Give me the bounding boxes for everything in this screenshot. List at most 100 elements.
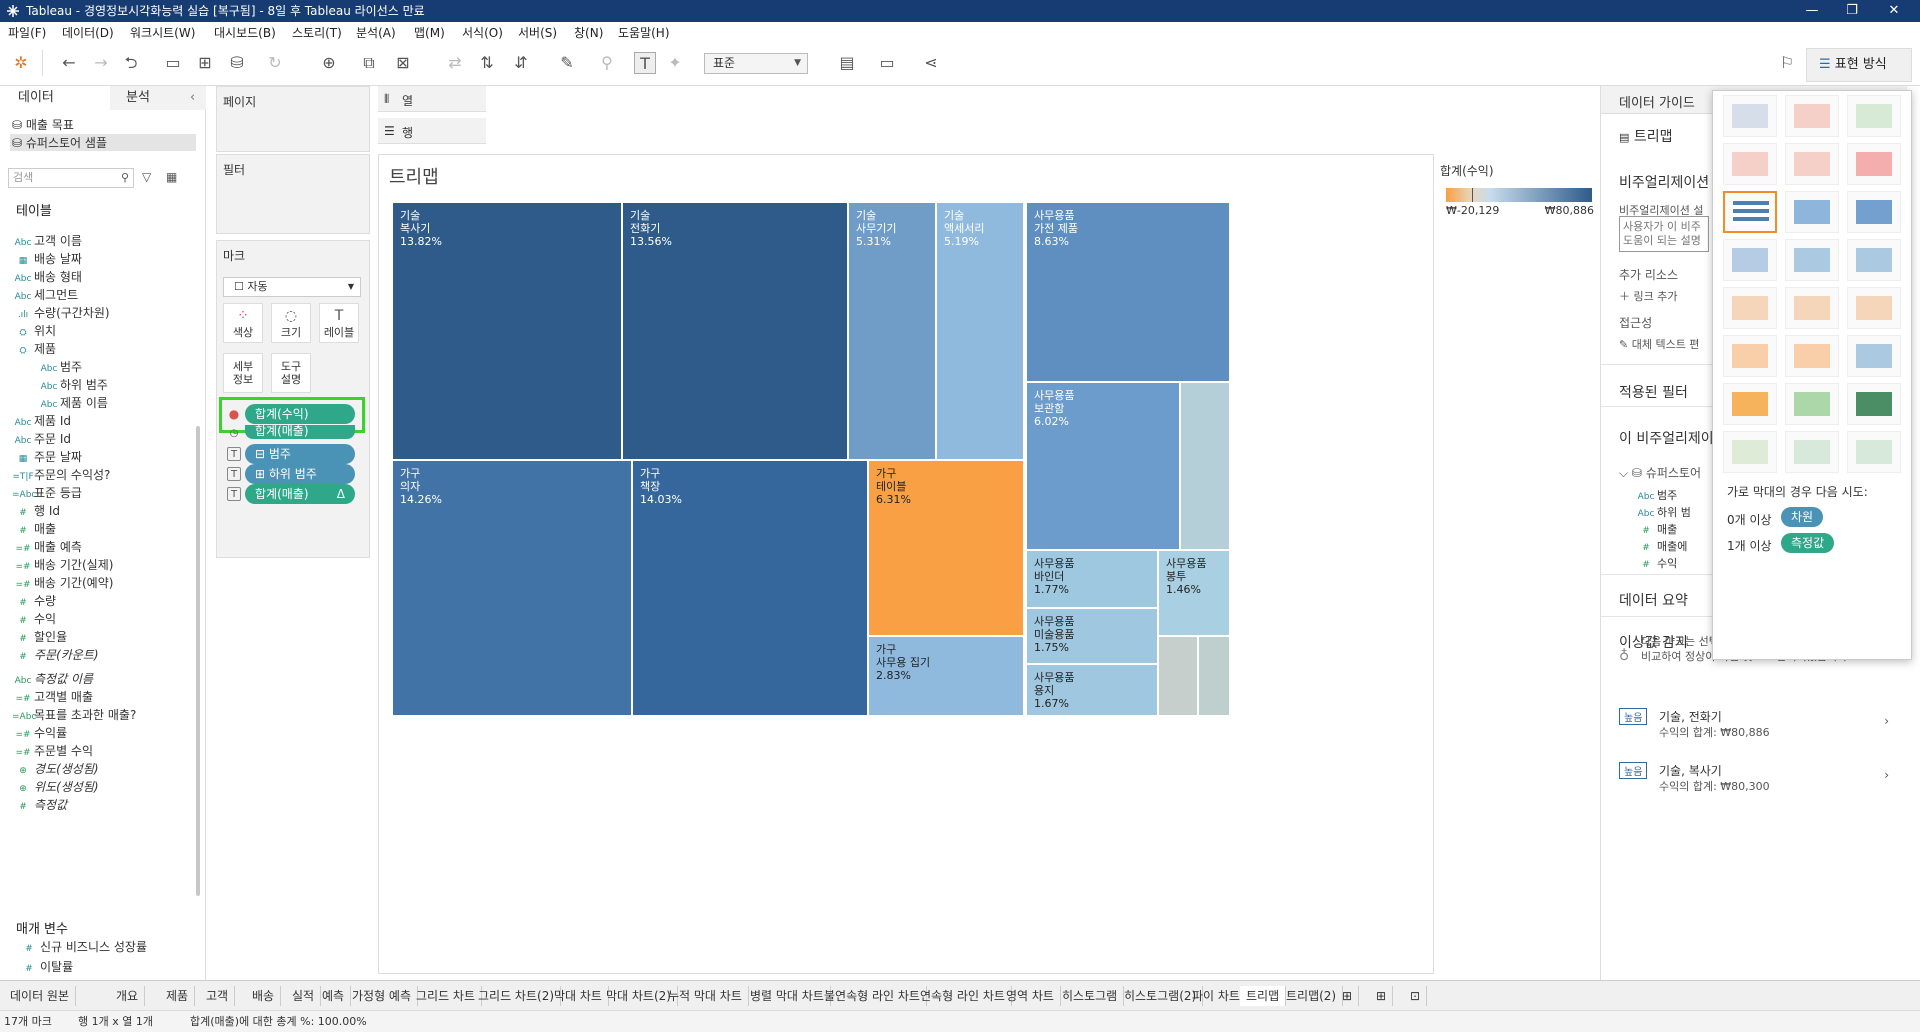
pages-card[interactable]: 페이지 (216, 86, 370, 152)
detail-button[interactable]: 세부 정보 (223, 353, 263, 393)
source-tree[interactable]: ⌵ ⛁ 슈퍼스토어 (1619, 466, 1701, 480)
scrollbar[interactable] (196, 426, 200, 896)
treemap-tile[interactable]: 사무용품 봉투 1.46% (1159, 551, 1231, 637)
field-item[interactable]: ▦ 주문 날짜 (12, 448, 202, 466)
field-item[interactable]: # 측정값 (12, 796, 202, 814)
alt-text-link[interactable]: ✎ 대체 텍스트 편 (1619, 338, 1700, 351)
chart-type-heat-map[interactable] (1785, 95, 1839, 137)
field-item[interactable]: .ılı 수량(구간차원) (12, 304, 202, 322)
chart-type-area-discrete[interactable] (1785, 335, 1839, 377)
tab-sheet[interactable]: 막대 차트(2) (600, 986, 678, 1006)
filter-icon[interactable]: ▽ (142, 170, 152, 184)
field-item[interactable]: ⛭ 제품 (12, 340, 202, 358)
share-icon[interactable]: ⋖ (924, 53, 938, 72)
chart-type-side-by-side-bars[interactable] (1847, 191, 1901, 233)
swap-rows-columns-icon[interactable]: ⇄ (448, 53, 462, 72)
treemap-tile[interactable]: 사무용품 바인더 1.77% (1027, 551, 1159, 609)
close-button[interactable]: ✕ (1888, 3, 1900, 18)
undo-icon[interactable]: ← (62, 53, 76, 72)
menu-window[interactable]: 창(N) (574, 26, 604, 40)
treemap-tile[interactable]: 사무용품 용지 1.67% (1027, 665, 1159, 717)
size-button[interactable]: ◌ 크기 (271, 303, 311, 343)
menu-analysis[interactable]: 분석(A) (356, 26, 396, 40)
menu-server[interactable]: 서버(S) (518, 26, 558, 40)
tableau-home-icon[interactable]: ✲ (14, 53, 28, 72)
treemap-tile[interactable]: 기술 액세서리 5.19% (937, 203, 1025, 461)
chart-type-scatter-plot[interactable] (1723, 383, 1777, 425)
save-icon[interactable]: ▭ (165, 53, 181, 72)
collapse-pane-icon[interactable]: ‹ (190, 90, 196, 105)
tab-analysis[interactable]: 분석 (110, 86, 206, 110)
chart-type-histogram[interactable] (1785, 383, 1839, 425)
treemap-tile[interactable]: 사무용품 가전 제품 8.63% (1027, 203, 1231, 383)
field-item[interactable]: # 매출 (12, 520, 202, 538)
field-item[interactable]: ▦ 배송 날짜 (12, 250, 202, 268)
outlier-item[interactable]: 높음 기술, 복사기 수익의 합계: ₩80,300 › (1619, 762, 1889, 798)
sort-descending-icon[interactable]: ⇵ (514, 53, 528, 72)
chart-type-treemap[interactable] (1723, 239, 1777, 281)
tab-sheet[interactable]: 예측 (316, 986, 352, 1006)
tab-sheet[interactable]: 누적 막대 차트 (662, 986, 749, 1006)
field-item[interactable]: ⛭ 위치 (12, 322, 202, 340)
tooltip-button[interactable]: 도구 설명 (271, 353, 311, 393)
add-link[interactable]: ＋ 링크 추가 (1619, 290, 1678, 303)
chart-type-bullet-graph[interactable] (1785, 431, 1839, 473)
tab-sheet[interactable]: 데이터 원본 (4, 986, 77, 1006)
param-item[interactable]: # 신규 비즈니스 성장률 (18, 938, 208, 956)
columns-shelf[interactable]: ⦀ 열 (378, 86, 1600, 112)
field-item[interactable]: =T|F주문의 수익성? (12, 466, 202, 484)
chart-type-symbol-map[interactable] (1723, 143, 1777, 185)
label-button[interactable]: T 레이블 (319, 303, 359, 343)
tab-sheet[interactable]: 개요 (110, 986, 146, 1006)
tab-sheet[interactable]: 실적 (286, 986, 322, 1006)
pause-updates-icon[interactable]: ⛁ (230, 53, 244, 72)
menu-help[interactable]: 도움말(H) (618, 26, 670, 40)
replay-icon[interactable]: ⮌ (124, 53, 138, 72)
pill-sum-sales-pct[interactable]: 합계(매출) Δ (245, 484, 355, 504)
treemap-tile[interactable] (1181, 383, 1231, 551)
show-cards-icon[interactable]: ▤ (839, 53, 855, 72)
tab-sheet[interactable]: 불연속형 라인 차트 (818, 986, 927, 1006)
new-story-icon[interactable]: ⊡ (1404, 986, 1428, 1006)
data-summary[interactable]: 데이터 요약 (1619, 593, 1688, 609)
field-item[interactable]: =Abc표준 등급 (12, 484, 202, 502)
field-item[interactable]: Abc 제품 Id (12, 412, 202, 430)
tab-sheet[interactable]: 트리맵 (1240, 986, 1287, 1006)
presentation-mode-icon[interactable]: ▭ (879, 53, 895, 72)
mark-type-select[interactable]: ☐ 자동 ▼ (223, 277, 361, 297)
tab-sheet[interactable]: 파이 차트 (1186, 986, 1247, 1006)
field-item[interactable]: =# 배송 기간(실제) (12, 556, 202, 574)
chart-type-circle-views[interactable] (1785, 239, 1839, 281)
field-item[interactable]: =Abc목표를 초과한 매출? (12, 706, 202, 724)
field-item[interactable]: Abc 제품 이름 (38, 394, 228, 412)
treemap-tile[interactable]: 사무용품 보관함 6.02% (1027, 383, 1181, 551)
new-worksheet-icon[interactable]: ⊕ (322, 53, 336, 72)
new-datasource-icon[interactable]: ⊞ (198, 53, 212, 72)
group-members-icon[interactable]: ⚲ (601, 53, 613, 72)
view-toggle-icon[interactable]: ▦ (166, 170, 178, 184)
fit-select[interactable]: 표준 ▼ (704, 53, 808, 74)
menu-format[interactable]: 서식(O) (462, 26, 503, 40)
tab-sheet[interactable]: 히스토그램(2) (1118, 986, 1204, 1006)
field-item[interactable]: # 행 Id (12, 502, 202, 520)
field-item[interactable]: Abc 하위 범주 (38, 376, 228, 394)
clear-sheet-icon[interactable]: ⊠ (396, 53, 410, 72)
datasource-item[interactable]: ⛁ 매출 목표 (12, 116, 74, 133)
chart-type-gantt-chart[interactable] (1723, 431, 1777, 473)
field-item[interactable]: # 수익 (12, 610, 202, 628)
tab-sheet[interactable]: 고객 (200, 986, 236, 1006)
tab-sheet[interactable]: 히스토그램 (1056, 986, 1125, 1006)
treemap-tile[interactable]: 가구 테이블 6.31% (869, 461, 1025, 637)
pill-sum-sales-size[interactable]: 합계(매출) (245, 425, 355, 439)
rows-drop-area[interactable] (486, 118, 1600, 144)
field-item[interactable]: ⊕ 위도(생성됨) (12, 778, 202, 796)
field-item[interactable]: =# 고객별 매출 (12, 688, 202, 706)
treemap-tile[interactable]: 기술 전화기 13.56% (623, 203, 849, 461)
chart-type-discrete-lines[interactable] (1785, 287, 1839, 329)
pill-subcategory[interactable]: ⊞ 하위 범주 (245, 464, 355, 484)
rows-shelf[interactable]: ☰ 행 (378, 118, 1600, 144)
fix-axes-icon[interactable]: ✦ (668, 53, 682, 72)
field-item[interactable]: Abc 측정값 이름 (12, 670, 202, 688)
columns-drop-area[interactable] (486, 86, 1600, 112)
duplicate-sheet-icon[interactable]: ⧉ (363, 53, 375, 72)
